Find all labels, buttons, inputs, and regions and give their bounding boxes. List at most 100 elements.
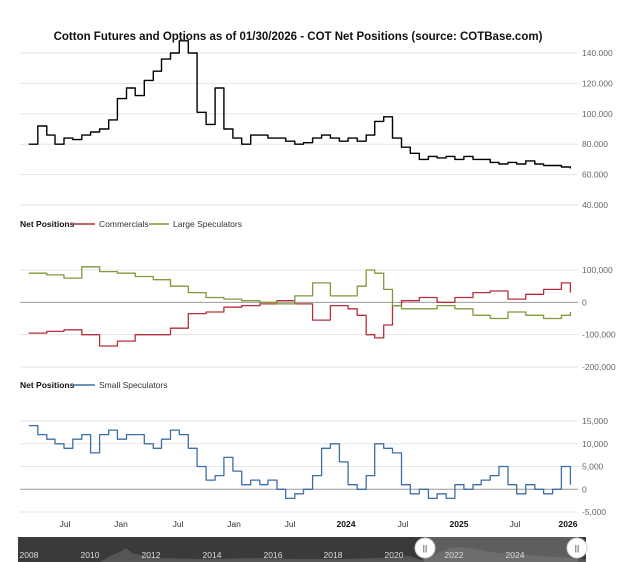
data-point[interactable] [276, 303, 278, 305]
data-point[interactable] [205, 123, 207, 125]
data-point[interactable] [98, 128, 100, 130]
data-point[interactable] [365, 134, 367, 136]
data-point[interactable] [472, 158, 474, 160]
small-speculators-line[interactable] [28, 424, 572, 500]
data-point[interactable] [489, 161, 491, 163]
data-point[interactable] [329, 304, 331, 306]
data-point[interactable] [454, 296, 456, 298]
data-point[interactable] [98, 345, 100, 347]
data-point[interactable] [347, 308, 349, 310]
data-point[interactable] [365, 333, 367, 335]
data-point[interactable] [507, 311, 509, 313]
data-point[interactable] [400, 484, 402, 486]
legend-commercials-label[interactable]: Commercials [99, 219, 149, 229]
data-point[interactable] [169, 327, 171, 329]
data-point[interactable] [445, 155, 447, 157]
data-point[interactable] [107, 119, 109, 121]
data-point[interactable] [320, 134, 322, 136]
data-point[interactable] [463, 155, 465, 157]
data-point[interactable] [454, 308, 456, 310]
data-point[interactable] [347, 484, 349, 486]
data-point[interactable] [356, 285, 358, 287]
data-point[interactable] [569, 311, 571, 313]
data-point[interactable] [187, 52, 189, 54]
data-point[interactable] [107, 429, 109, 431]
data-point[interactable] [472, 484, 474, 486]
data-point[interactable] [356, 140, 358, 142]
data-point[interactable] [196, 465, 198, 467]
data-point[interactable] [436, 157, 438, 159]
data-point[interactable] [205, 296, 207, 298]
data-point[interactable] [89, 131, 91, 133]
data-point[interactable] [28, 332, 30, 334]
data-point[interactable] [63, 329, 65, 331]
data-point[interactable] [259, 301, 261, 303]
data-point[interactable] [463, 488, 465, 490]
navigator-left-handle[interactable]: || [414, 537, 436, 559]
data-point[interactable] [320, 447, 322, 449]
data-point[interactable] [294, 493, 296, 495]
data-point[interactable] [205, 479, 207, 481]
price-line[interactable] [28, 40, 572, 169]
data-point[interactable] [507, 484, 509, 486]
data-point[interactable] [542, 164, 544, 166]
data-point[interactable] [525, 314, 527, 316]
data-point[interactable] [196, 111, 198, 113]
data-point[interactable] [383, 447, 385, 449]
data-point[interactable] [560, 314, 562, 316]
data-point[interactable] [276, 488, 278, 490]
data-point[interactable] [169, 285, 171, 287]
data-point[interactable] [436, 493, 438, 495]
data-point[interactable] [134, 433, 136, 435]
data-point[interactable] [409, 152, 411, 154]
data-point[interactable] [489, 290, 491, 292]
data-point[interactable] [525, 293, 527, 295]
data-point[interactable] [72, 138, 74, 140]
data-point[interactable] [46, 134, 48, 136]
data-point[interactable] [125, 87, 127, 89]
data-point[interactable] [240, 300, 242, 302]
data-point[interactable] [223, 306, 225, 308]
data-point[interactable] [418, 158, 420, 160]
data-point[interactable] [400, 308, 402, 310]
data-point[interactable] [294, 295, 296, 297]
data-point[interactable] [373, 337, 375, 339]
data-point[interactable] [480, 158, 482, 160]
data-point[interactable] [560, 282, 562, 284]
navigator-selected-range[interactable] [424, 537, 578, 562]
data-point[interactable] [498, 163, 500, 165]
data-point[interactable] [152, 279, 154, 281]
data-point[interactable] [427, 497, 429, 499]
data-point[interactable] [37, 433, 39, 435]
data-point[interactable] [507, 161, 509, 163]
data-point[interactable] [169, 429, 171, 431]
data-point[interactable] [214, 474, 216, 476]
data-point[interactable] [311, 319, 313, 321]
data-point[interactable] [294, 143, 296, 145]
data-point[interactable] [250, 134, 252, 136]
data-point[interactable] [98, 433, 100, 435]
data-point[interactable] [81, 266, 83, 268]
data-point[interactable] [152, 333, 154, 335]
data-point[interactable] [338, 140, 340, 142]
data-point[interactable] [534, 163, 536, 165]
data-point[interactable] [391, 137, 393, 139]
data-point[interactable] [516, 493, 518, 495]
data-point[interactable] [54, 443, 56, 445]
data-point[interactable] [560, 465, 562, 467]
data-point[interactable] [445, 497, 447, 499]
data-point[interactable] [81, 433, 83, 435]
large-speculators-line[interactable] [28, 266, 572, 320]
data-point[interactable] [373, 272, 375, 274]
data-point[interactable] [285, 497, 287, 499]
data-point[interactable] [187, 312, 189, 314]
data-point[interactable] [134, 94, 136, 96]
data-point[interactable] [400, 146, 402, 148]
data-point[interactable] [329, 137, 331, 139]
data-point[interactable] [37, 125, 39, 127]
data-point[interactable] [472, 314, 474, 316]
data-point[interactable] [498, 465, 500, 467]
data-point[interactable] [409, 493, 411, 495]
data-point[interactable] [178, 433, 180, 435]
data-point[interactable] [507, 298, 509, 300]
